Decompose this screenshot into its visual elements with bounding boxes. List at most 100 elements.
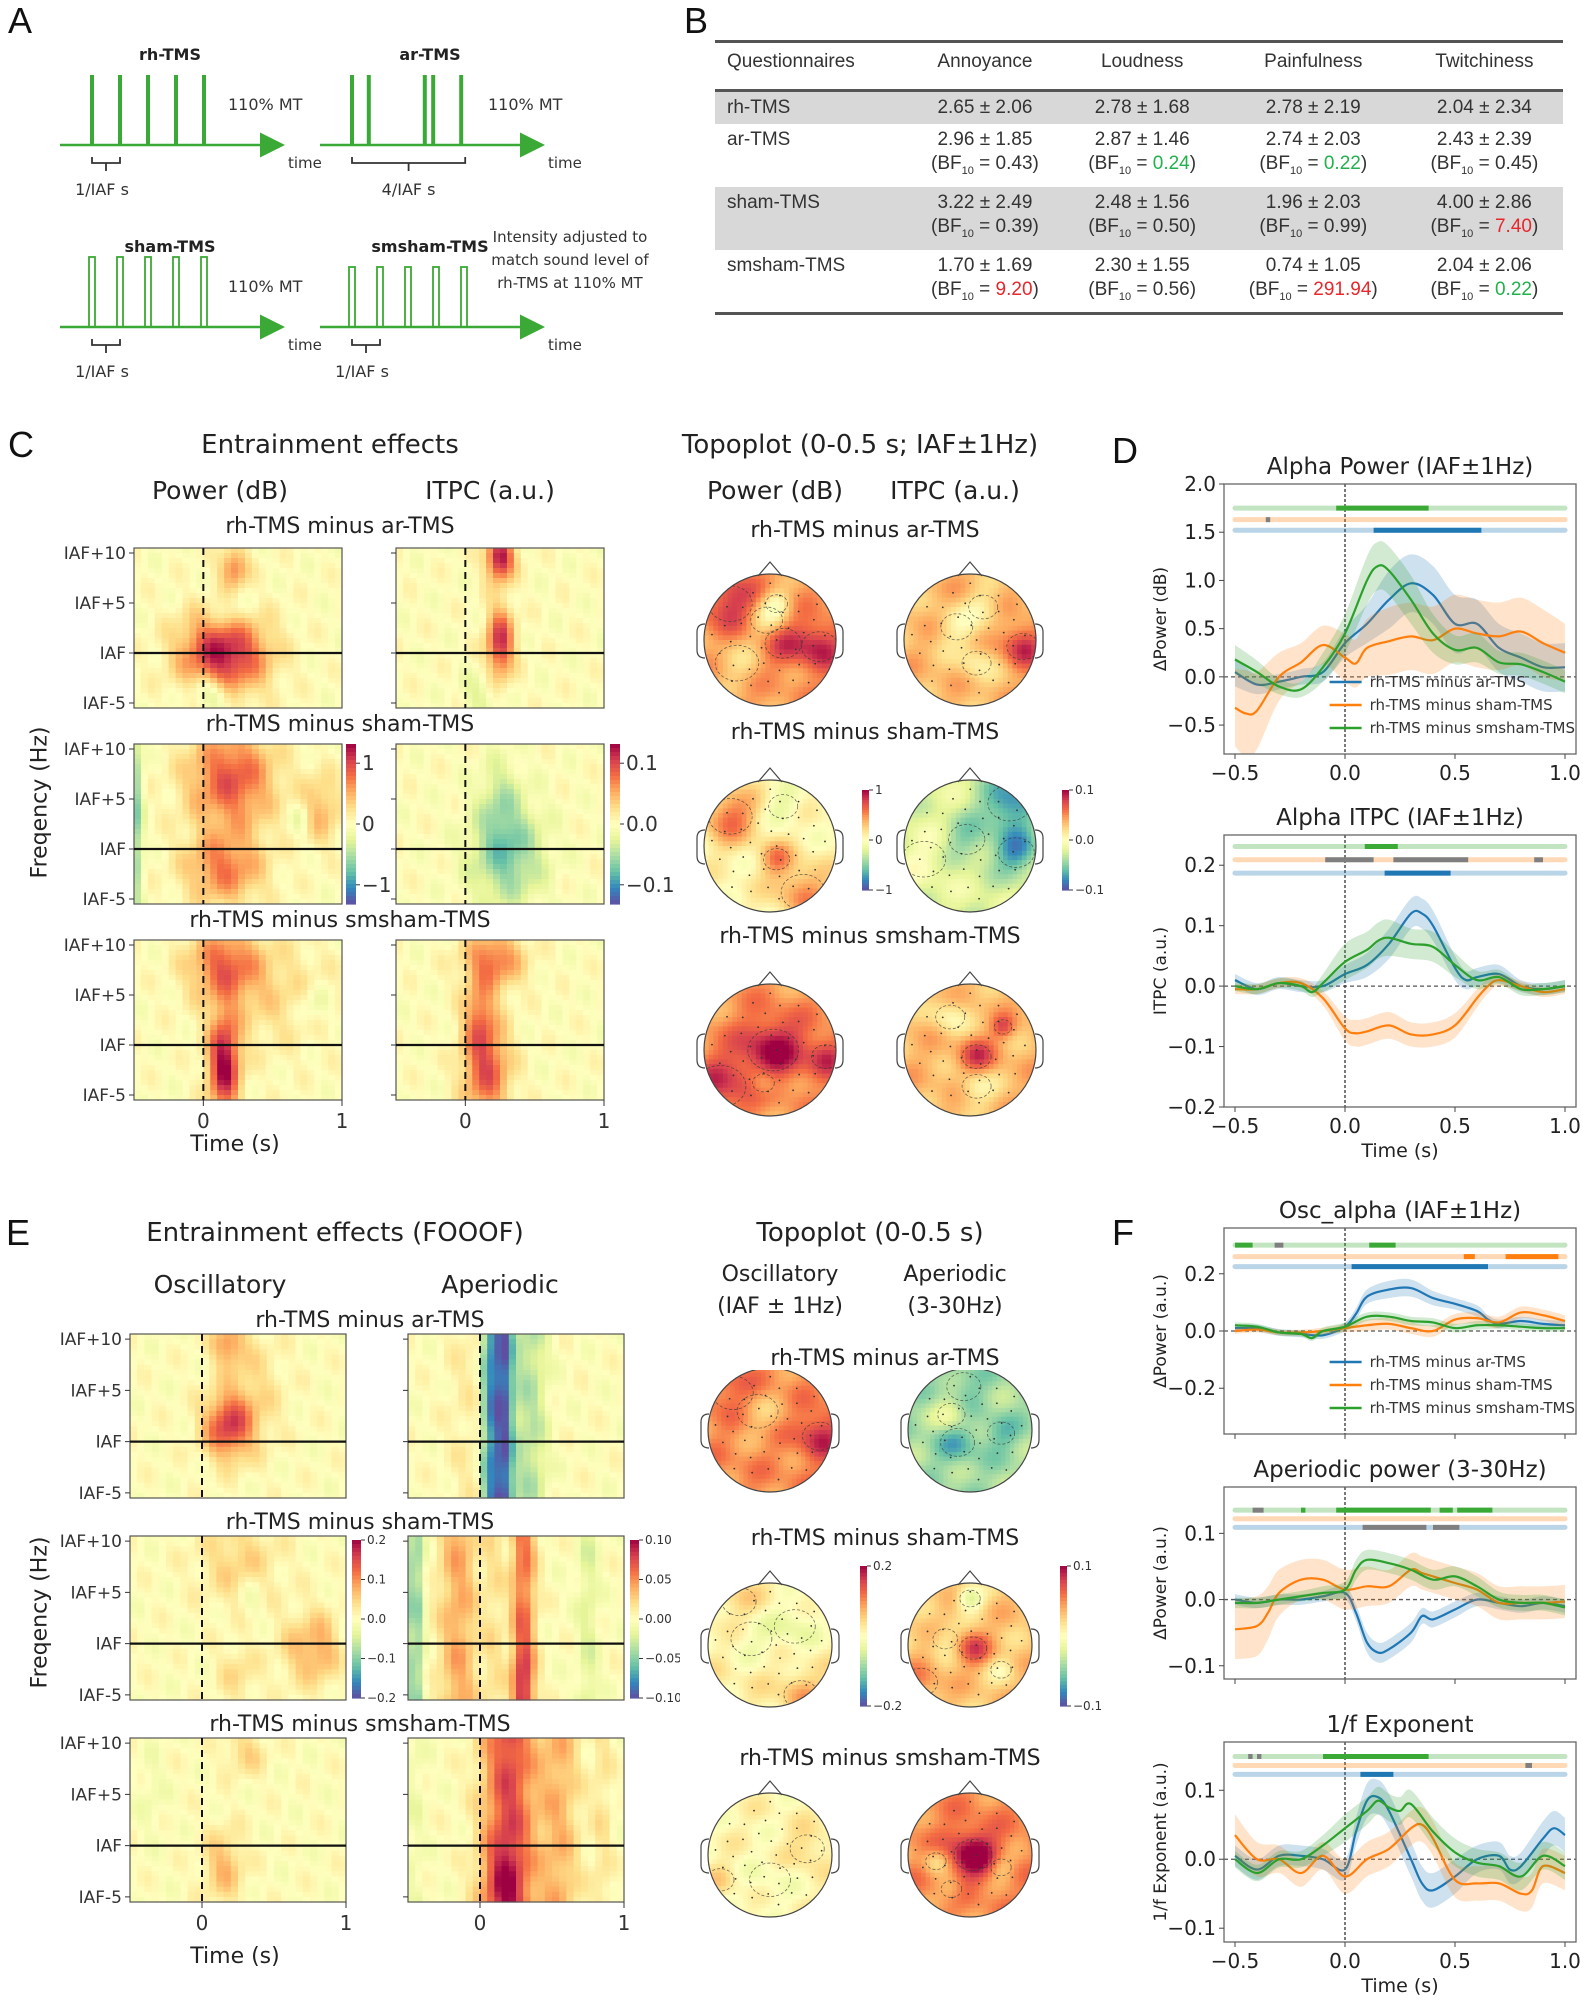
heatmap-cell: [189, 553, 197, 559]
heatmap-cell: [238, 975, 246, 981]
heatmap-cell: [534, 628, 543, 634]
heatmap-cell: [541, 703, 550, 709]
heatmap-cell: [335, 1070, 343, 1076]
heatmap-cell: [555, 754, 563, 760]
heatmap-cell: [189, 884, 197, 890]
heatmap-cell: [402, 558, 411, 564]
heatmap-cell: [175, 573, 184, 579]
heatmap-cell: [231, 613, 239, 619]
heatmap-cell: [486, 593, 494, 599]
heatmap-cell: [154, 1070, 163, 1076]
heatmap-cell: [272, 774, 281, 780]
heatmap-cell: [251, 578, 260, 584]
heatmap-cell: [472, 628, 480, 634]
heatmap-cell: [251, 1035, 260, 1041]
heatmap-cell: [224, 1060, 232, 1066]
heatmap-cell: [224, 980, 232, 986]
heatmap-cell: [472, 703, 480, 709]
heatmap-cell: [161, 623, 170, 629]
heatmap-cell: [527, 869, 536, 875]
heatmap-cell: [486, 568, 494, 574]
heatmap-cell: [541, 899, 550, 905]
heatmap-cell: [238, 844, 246, 850]
heatmap-cell: [279, 628, 288, 634]
heatmap-cell: [479, 693, 487, 699]
heatmap-cell: [210, 829, 218, 835]
heatmap-cell: [576, 573, 584, 579]
heatmap-cell: [328, 794, 336, 800]
heatmap-cell: [307, 995, 315, 1001]
heatmap-cell: [562, 583, 570, 589]
heatmap-cell: [314, 764, 322, 770]
heatmap-cell: [396, 889, 404, 895]
heatmap-cell: [451, 608, 459, 614]
heatmap-cell: [272, 1020, 281, 1026]
heatmap-cell: [182, 744, 191, 750]
heatmap-cell: [203, 980, 211, 986]
heatmap-cell: [210, 583, 218, 589]
heatmap-cell: [203, 849, 211, 855]
heatmap-cell: [437, 588, 446, 594]
heatmap-cell: [396, 583, 404, 589]
heatmap-cell: [154, 955, 163, 961]
heatmap-cell: [597, 754, 605, 760]
heatmap-cell: [203, 1080, 211, 1086]
heatmap-cell: [451, 668, 459, 674]
heatmap-cell: [465, 769, 473, 775]
heatmap-cell: [231, 673, 239, 679]
heatmap-cell: [590, 829, 598, 835]
heatmap-cell: [154, 844, 163, 850]
heatmap-cell: [258, 769, 267, 775]
heatmap-cell: [196, 678, 204, 684]
heatmap-cell: [251, 779, 260, 785]
heatmap-cell: [534, 814, 543, 820]
heatmap-cell: [147, 1045, 156, 1051]
heatmap-cell: [430, 583, 439, 589]
heatmap-cell: [548, 613, 557, 619]
heatmap-cell: [161, 1025, 170, 1031]
heatmap-cell: [251, 623, 260, 629]
heatmap-cell: [265, 698, 274, 704]
heatmap-cell: [244, 1040, 253, 1046]
heatmap-cell: [307, 784, 315, 790]
heatmap-cell: [541, 859, 550, 865]
heatmap-cell: [590, 563, 598, 569]
heatmap-cell: [444, 819, 453, 825]
heatmap-cell: [279, 1010, 288, 1016]
heatmap-cell: [548, 648, 557, 654]
stim-title: sham-TMS: [124, 237, 215, 256]
heatmap-cell: [161, 593, 170, 599]
heatmap-cell: [307, 618, 315, 624]
heatmap-cell: [175, 980, 184, 986]
heatmap-cell: [451, 894, 459, 900]
heatmap-cell: [196, 814, 204, 820]
heatmap-cell: [265, 688, 274, 694]
heatmap-cell: [423, 749, 432, 755]
heatmap-cell: [175, 940, 184, 946]
heatmap-cell: [182, 975, 191, 981]
heatmap-cell: [293, 603, 301, 609]
heatmap-cell: [182, 990, 191, 996]
heatmap-cell: [486, 558, 494, 564]
heatmap-cell: [196, 693, 204, 699]
heatmap-cell: [175, 1015, 184, 1021]
heatmap-cell: [224, 648, 232, 654]
heatmap-cell: [272, 985, 281, 991]
heatmap-cell: [562, 879, 570, 885]
heatmap-cell: [583, 764, 591, 770]
heatmap-cell: [300, 648, 308, 654]
heatmap-cell: [293, 568, 301, 574]
heatmap-cell: [423, 663, 432, 669]
heatmap-cell: [416, 779, 425, 785]
heatmap-cell: [430, 623, 439, 629]
heatmap-cell: [286, 854, 295, 860]
heatmap-cell: [286, 693, 295, 699]
heatmap-cell: [548, 643, 557, 649]
heatmap-cell: [134, 774, 142, 780]
heatmap-cell: [423, 703, 432, 709]
heatmap-cell: [279, 598, 288, 604]
heatmap-cell: [451, 663, 459, 669]
heatmap-cell: [300, 1025, 308, 1031]
heatmap-cell: [286, 799, 295, 805]
heatmap-cell: [175, 558, 184, 564]
